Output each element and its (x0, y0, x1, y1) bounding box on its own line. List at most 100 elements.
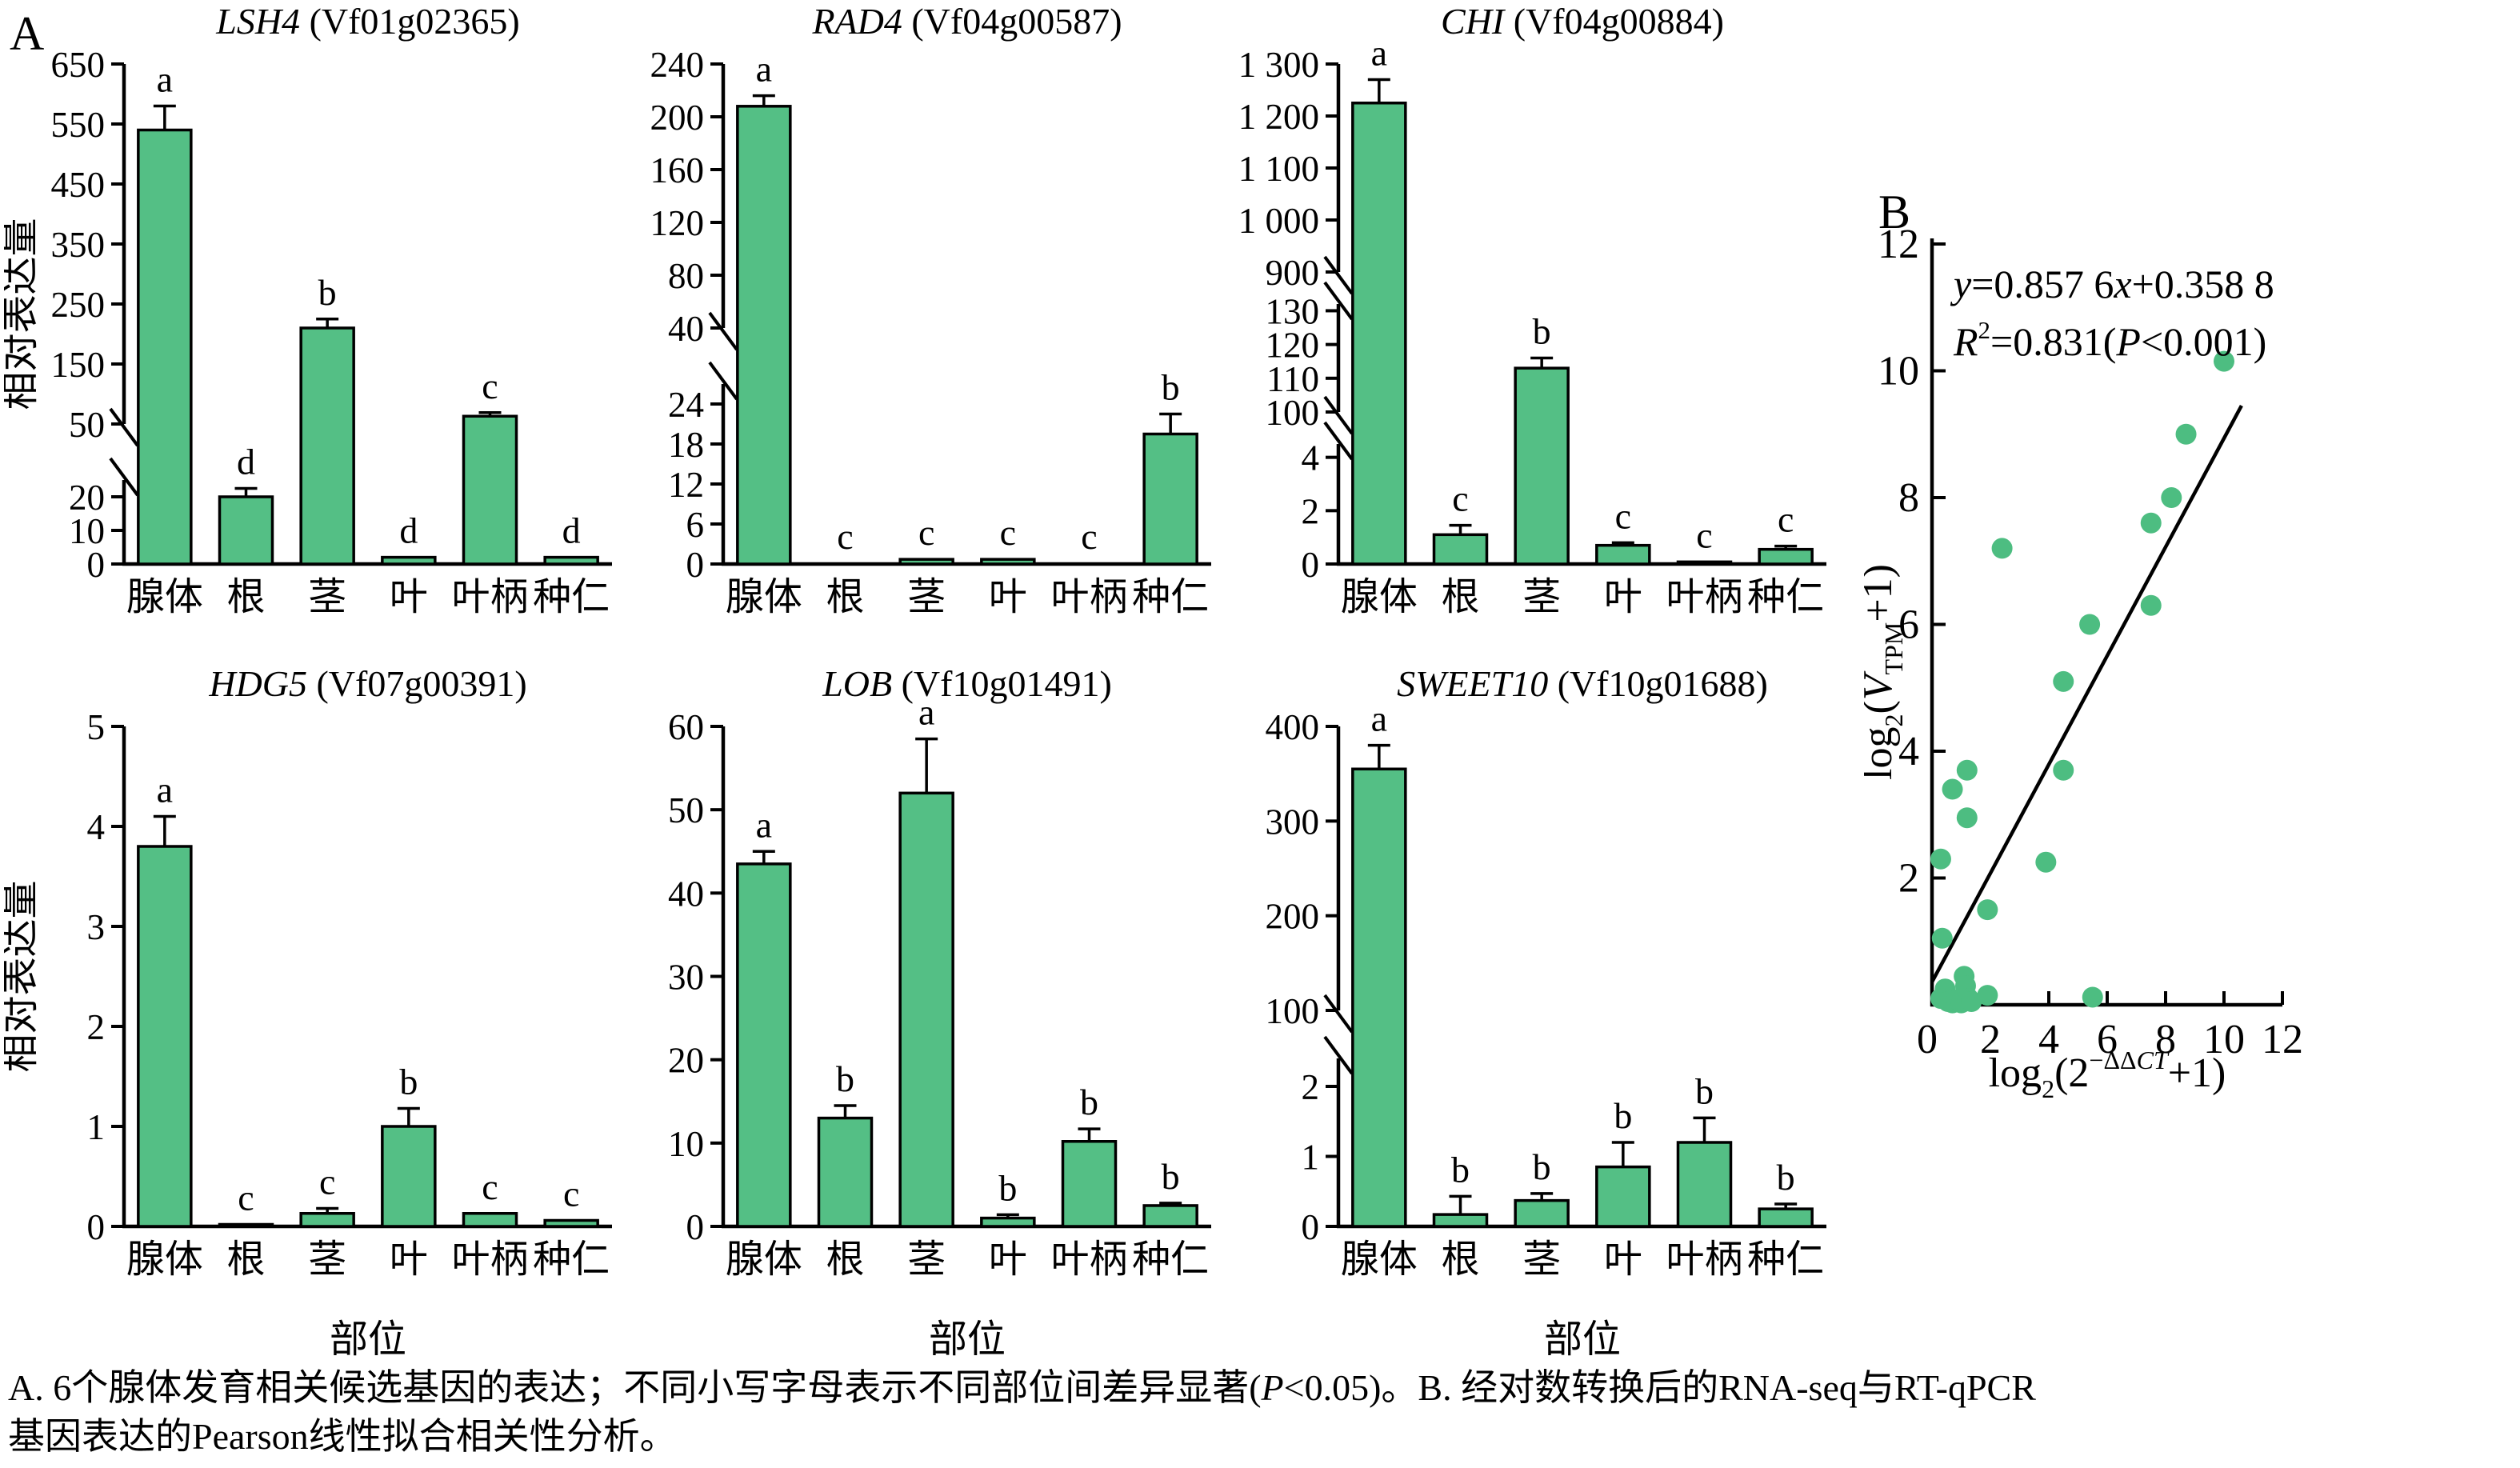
significance-letter: a (157, 59, 173, 100)
bar-chart-rad4: RAD4 (Vf04g00587) 0 6 12 18 24 40 80 120 160 200 24… (603, 0, 1223, 716)
x-tick-label: 2 (1980, 1017, 2001, 1062)
y-tick-label: 60 (668, 707, 704, 747)
y-tick-label: 24 (668, 385, 704, 425)
category-label: 种仁 (1747, 1238, 1824, 1281)
significance-letter: d (237, 442, 255, 482)
y-tick-label: 6 (686, 505, 705, 545)
y-tick-label: 5 (87, 707, 106, 747)
significance-letter: b (1162, 1156, 1180, 1197)
panel-b-label: B (1878, 186, 1910, 238)
category-label: 茎 (1522, 576, 1561, 618)
y-tick-label: 550 (51, 105, 106, 145)
y-tick-label: 20 (668, 1041, 704, 1081)
bar-chart-svg: LOB (Vf10g01491)0102030405060a腺体b根a茎b叶b叶… (668, 663, 1211, 1361)
x-tick-label: 4 (2038, 1017, 2059, 1062)
y-tick-label: 6 (1898, 602, 1919, 648)
category-label: 叶 (390, 576, 428, 618)
significance-letter: d (399, 510, 418, 551)
bar (1676, 1141, 1733, 1228)
y-tick-label: 2 (1302, 491, 1320, 531)
bar (218, 1222, 274, 1228)
bar (299, 326, 355, 566)
y-tick-label: 20 (69, 478, 105, 518)
x-tick-label: 10 (2203, 1017, 2245, 1062)
bar (1514, 366, 1570, 566)
scatter-point (2175, 423, 2197, 445)
axis-break (1323, 395, 1354, 435)
significance-letter: b (1533, 1146, 1551, 1187)
bar (980, 558, 1036, 566)
scatter-point (1930, 848, 1951, 870)
category-label: 叶 (1604, 1238, 1642, 1281)
y-tick-label: 12 (1878, 222, 1919, 267)
y-tick-label: 240 (650, 45, 705, 85)
chart-title: SWEET10 (Vf10g01688) (1397, 663, 1768, 704)
y-tick-label: 200 (1266, 897, 1320, 937)
y-tick-label: 2 (1898, 856, 1919, 902)
y-tick-label: 350 (51, 225, 106, 265)
y-tick-label: 400 (1266, 707, 1320, 747)
axis-break (708, 361, 738, 401)
category-label: 种仁 (533, 1238, 610, 1281)
y-tick-label: 4 (87, 807, 106, 847)
bar (218, 495, 274, 566)
scatter-point (2053, 670, 2074, 692)
category-label: 茎 (907, 576, 946, 618)
significance-letter: d (562, 510, 581, 551)
y-tick-label: 2 (1302, 1067, 1320, 1107)
chart-title: HDG5 (Vf07g00391) (208, 663, 526, 704)
category-label: 腺体 (126, 576, 203, 618)
bar (736, 862, 792, 1228)
caption-text: P (1261, 1367, 1284, 1408)
bar (462, 414, 518, 566)
bar (898, 791, 954, 1228)
significance-letter: c (1615, 495, 1631, 536)
significance-letter: b (318, 272, 337, 313)
y-tick-label: 130 (1266, 291, 1320, 331)
x-tick-label: 0 (1917, 1017, 1938, 1062)
significance-letter: a (918, 692, 934, 733)
scatter-point (1991, 538, 2013, 559)
scatter-point (1931, 927, 1953, 949)
y-tick-label: 10 (668, 1124, 704, 1164)
y-tick-label: 40 (668, 874, 704, 914)
axis-break (1323, 421, 1354, 461)
scatter-point (2082, 986, 2103, 1008)
y-tick-label: 0 (1302, 1207, 1320, 1247)
y-tick-label: 0 (87, 545, 106, 585)
bar-chart-svg: HDG5 (Vf07g00391)012345a腺体c根c茎b叶c叶柄c种仁部位… (0, 663, 612, 1361)
significance-letter: b (1162, 367, 1180, 408)
axis-break (1323, 1035, 1354, 1075)
bar-chart-hdg5: HDG5 (Vf07g00391) 0 1 2 3 4 5 a 腺体 c 根 c 茎 b 叶 c 叶柄 c 种仁 部位… (0, 662, 624, 1378)
significance-letter: b (836, 1058, 854, 1099)
category-label: 茎 (907, 1238, 946, 1281)
y-tick-label: 8 (1898, 475, 1919, 521)
panel-a-label: A (10, 7, 45, 60)
scatter-point (1977, 985, 1998, 1006)
y-tick-label: 100 (1266, 991, 1320, 1031)
significance-letter: a (157, 770, 173, 810)
y-tick-label: 0 (1302, 545, 1320, 585)
bar (299, 1212, 355, 1228)
x-tick-label: 6 (2097, 1017, 2118, 1062)
category-label: 种仁 (1747, 576, 1824, 618)
caption-text: <0.05)。B. 经对数转换后的RNA-seq与RT-qPCR (1283, 1367, 2036, 1408)
y-tick-label: 300 (1266, 802, 1320, 842)
category-label: 茎 (308, 576, 346, 618)
category-label: 腺体 (1341, 576, 1418, 618)
significance-letter: c (563, 1174, 579, 1214)
axis-break (708, 311, 738, 351)
x-tick-label: 8 (2155, 1017, 2176, 1062)
bar (462, 1212, 518, 1228)
category-label: 种仁 (533, 576, 610, 618)
bar (1758, 1207, 1814, 1228)
y-tick-label: 110 (1266, 359, 1319, 399)
category-label: 叶 (390, 1238, 428, 1281)
significance-letter: b (399, 1062, 418, 1102)
significance-letter: c (918, 512, 934, 553)
y-tick-label: 40 (668, 309, 704, 349)
scatter-point (1956, 807, 1978, 829)
category-label: 种仁 (1132, 1238, 1209, 1281)
